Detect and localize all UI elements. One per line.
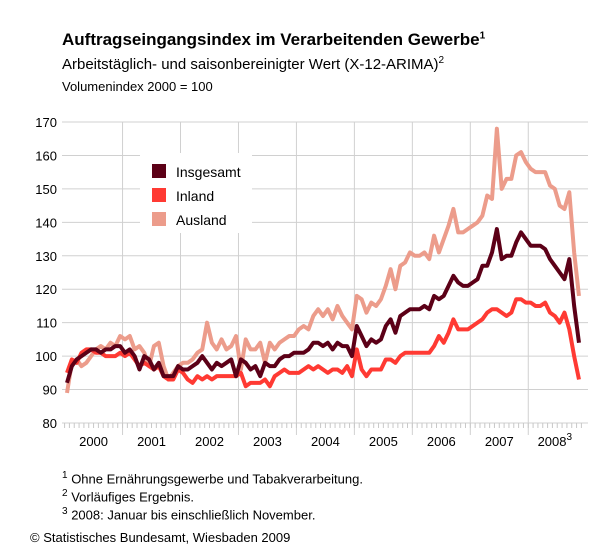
chart-subtitle: Arbeitstäglich- und saisonbereinigter We… [62, 55, 445, 73]
legend-swatch-insgesamt [152, 164, 166, 178]
y-tick-label: 120 [35, 282, 57, 297]
y-tick-label: 170 [35, 115, 57, 130]
x-tick-label: 2003 [253, 434, 282, 449]
source-credit: © Statistisches Bundesamt, Wiesbaden 200… [30, 530, 291, 545]
series-line-ausland [65, 126, 581, 394]
x-tick-label: 2004 [311, 434, 340, 449]
x-tick-label: 20083 [538, 432, 573, 449]
y-tick-label: 150 [35, 182, 57, 197]
footnote-1: 1 Ohne Ernährungsgewerbe und Tabakverarb… [62, 470, 363, 487]
y-tick-label: 140 [35, 215, 57, 230]
legend-label: Inland [176, 188, 214, 204]
chart-title: Auftragseingangsindex im Verarbeitenden … [62, 30, 486, 49]
y-tick-label: 80 [43, 416, 57, 431]
legend-swatch-inland [152, 188, 166, 202]
y-tick-label: 160 [35, 148, 57, 163]
y-tick-label: 100 [35, 349, 57, 364]
y-tick-label: 130 [35, 249, 57, 264]
x-tick-label: 2000 [79, 434, 108, 449]
footnote-3: 3 2008: Januar bis einschließlich Novemb… [62, 506, 316, 523]
y-tick-label: 110 [36, 316, 57, 331]
legend-label: Insgesamt [176, 164, 241, 180]
y-tick-label: 90 [43, 383, 57, 398]
series-line-insgesamt [65, 227, 581, 384]
footnote-2: 2 Vorläufiges Ergebnis. [62, 488, 195, 505]
legend-swatch-ausland [152, 212, 166, 226]
series-line-inland [65, 297, 581, 389]
legend-label: Ausland [176, 212, 227, 228]
unit-label: Volumenindex 2000 = 100 [62, 79, 213, 94]
x-tick-label: 2002 [195, 434, 224, 449]
x-tick-label: 2005 [369, 434, 398, 449]
x-tick-label: 2006 [427, 434, 456, 449]
x-tick-label: 2001 [137, 434, 166, 449]
x-tick-label: 2007 [485, 434, 514, 449]
